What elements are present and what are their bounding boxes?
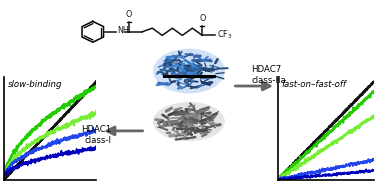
Text: NH: NH xyxy=(117,27,129,36)
Text: CF$_3$: CF$_3$ xyxy=(217,28,232,41)
Text: fast-on–fast-off: fast-on–fast-off xyxy=(282,80,347,89)
Ellipse shape xyxy=(153,49,225,94)
Ellipse shape xyxy=(153,102,225,141)
Text: HDAC1
class-I: HDAC1 class-I xyxy=(81,125,112,145)
Text: O: O xyxy=(199,14,206,23)
Text: HDAC7
class-IIa: HDAC7 class-IIa xyxy=(251,65,286,85)
Text: slow-binding: slow-binding xyxy=(8,80,62,89)
Text: O: O xyxy=(126,10,132,19)
